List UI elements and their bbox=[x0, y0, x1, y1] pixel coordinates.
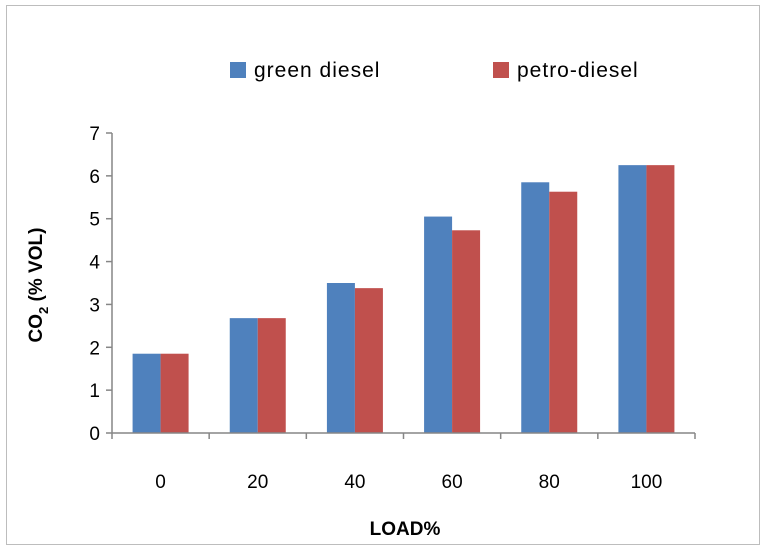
x-tick-label: 100 bbox=[631, 472, 663, 493]
legend-swatch bbox=[493, 62, 509, 78]
bar-green-diesel-60 bbox=[424, 216, 453, 433]
y-tick-label: 0 bbox=[89, 424, 100, 445]
bar-petro-diesel-40 bbox=[354, 288, 383, 433]
legend-label: green diesel bbox=[254, 59, 380, 82]
bar-petro-diesel-20 bbox=[257, 318, 286, 433]
y-axis-title-main: CO bbox=[26, 314, 47, 343]
y-tick-label: 3 bbox=[89, 295, 100, 316]
y-tick-label: 7 bbox=[89, 124, 100, 145]
x-tick-label: 60 bbox=[442, 472, 463, 493]
y-tick-label: 4 bbox=[89, 253, 100, 274]
bar-green-diesel-0 bbox=[132, 353, 161, 433]
y-tick-label: 2 bbox=[89, 338, 100, 359]
bar-petro-diesel-0 bbox=[160, 353, 189, 433]
y-axis-title-rest: (% VOL) bbox=[26, 228, 47, 307]
x-tick-label: 40 bbox=[344, 472, 365, 493]
y-tick-label: 5 bbox=[89, 210, 100, 231]
plot-area bbox=[132, 165, 675, 433]
x-tick-label: 0 bbox=[155, 472, 166, 493]
x-tick-label: 20 bbox=[247, 472, 268, 493]
bar-petro-diesel-80 bbox=[549, 191, 578, 433]
x-axis-title: LOAD% bbox=[370, 519, 441, 540]
bar-petro-diesel-60 bbox=[452, 230, 481, 433]
legend-label: petro-diesel bbox=[517, 59, 639, 82]
y-axis-title: CO2 (% VOL) bbox=[26, 228, 51, 343]
y-tick-label: 1 bbox=[89, 381, 100, 402]
bar-green-diesel-40 bbox=[326, 283, 355, 433]
y-axis: 0 1 2 3 4 5 6 7 bbox=[89, 124, 113, 445]
y-axis-title-subscript: 2 bbox=[36, 307, 51, 314]
legend: green diesel petro-diesel bbox=[230, 59, 639, 82]
x-tick-label: 80 bbox=[539, 472, 560, 493]
bar-green-diesel-20 bbox=[229, 318, 258, 433]
bar-green-diesel-80 bbox=[521, 182, 550, 433]
bar-petro-diesel-100 bbox=[646, 165, 675, 433]
legend-swatch bbox=[230, 62, 246, 78]
y-tick-label: 6 bbox=[89, 167, 100, 188]
x-axis: 0 20 40 60 80 100 bbox=[111, 432, 696, 493]
bar-green-diesel-100 bbox=[618, 165, 647, 433]
